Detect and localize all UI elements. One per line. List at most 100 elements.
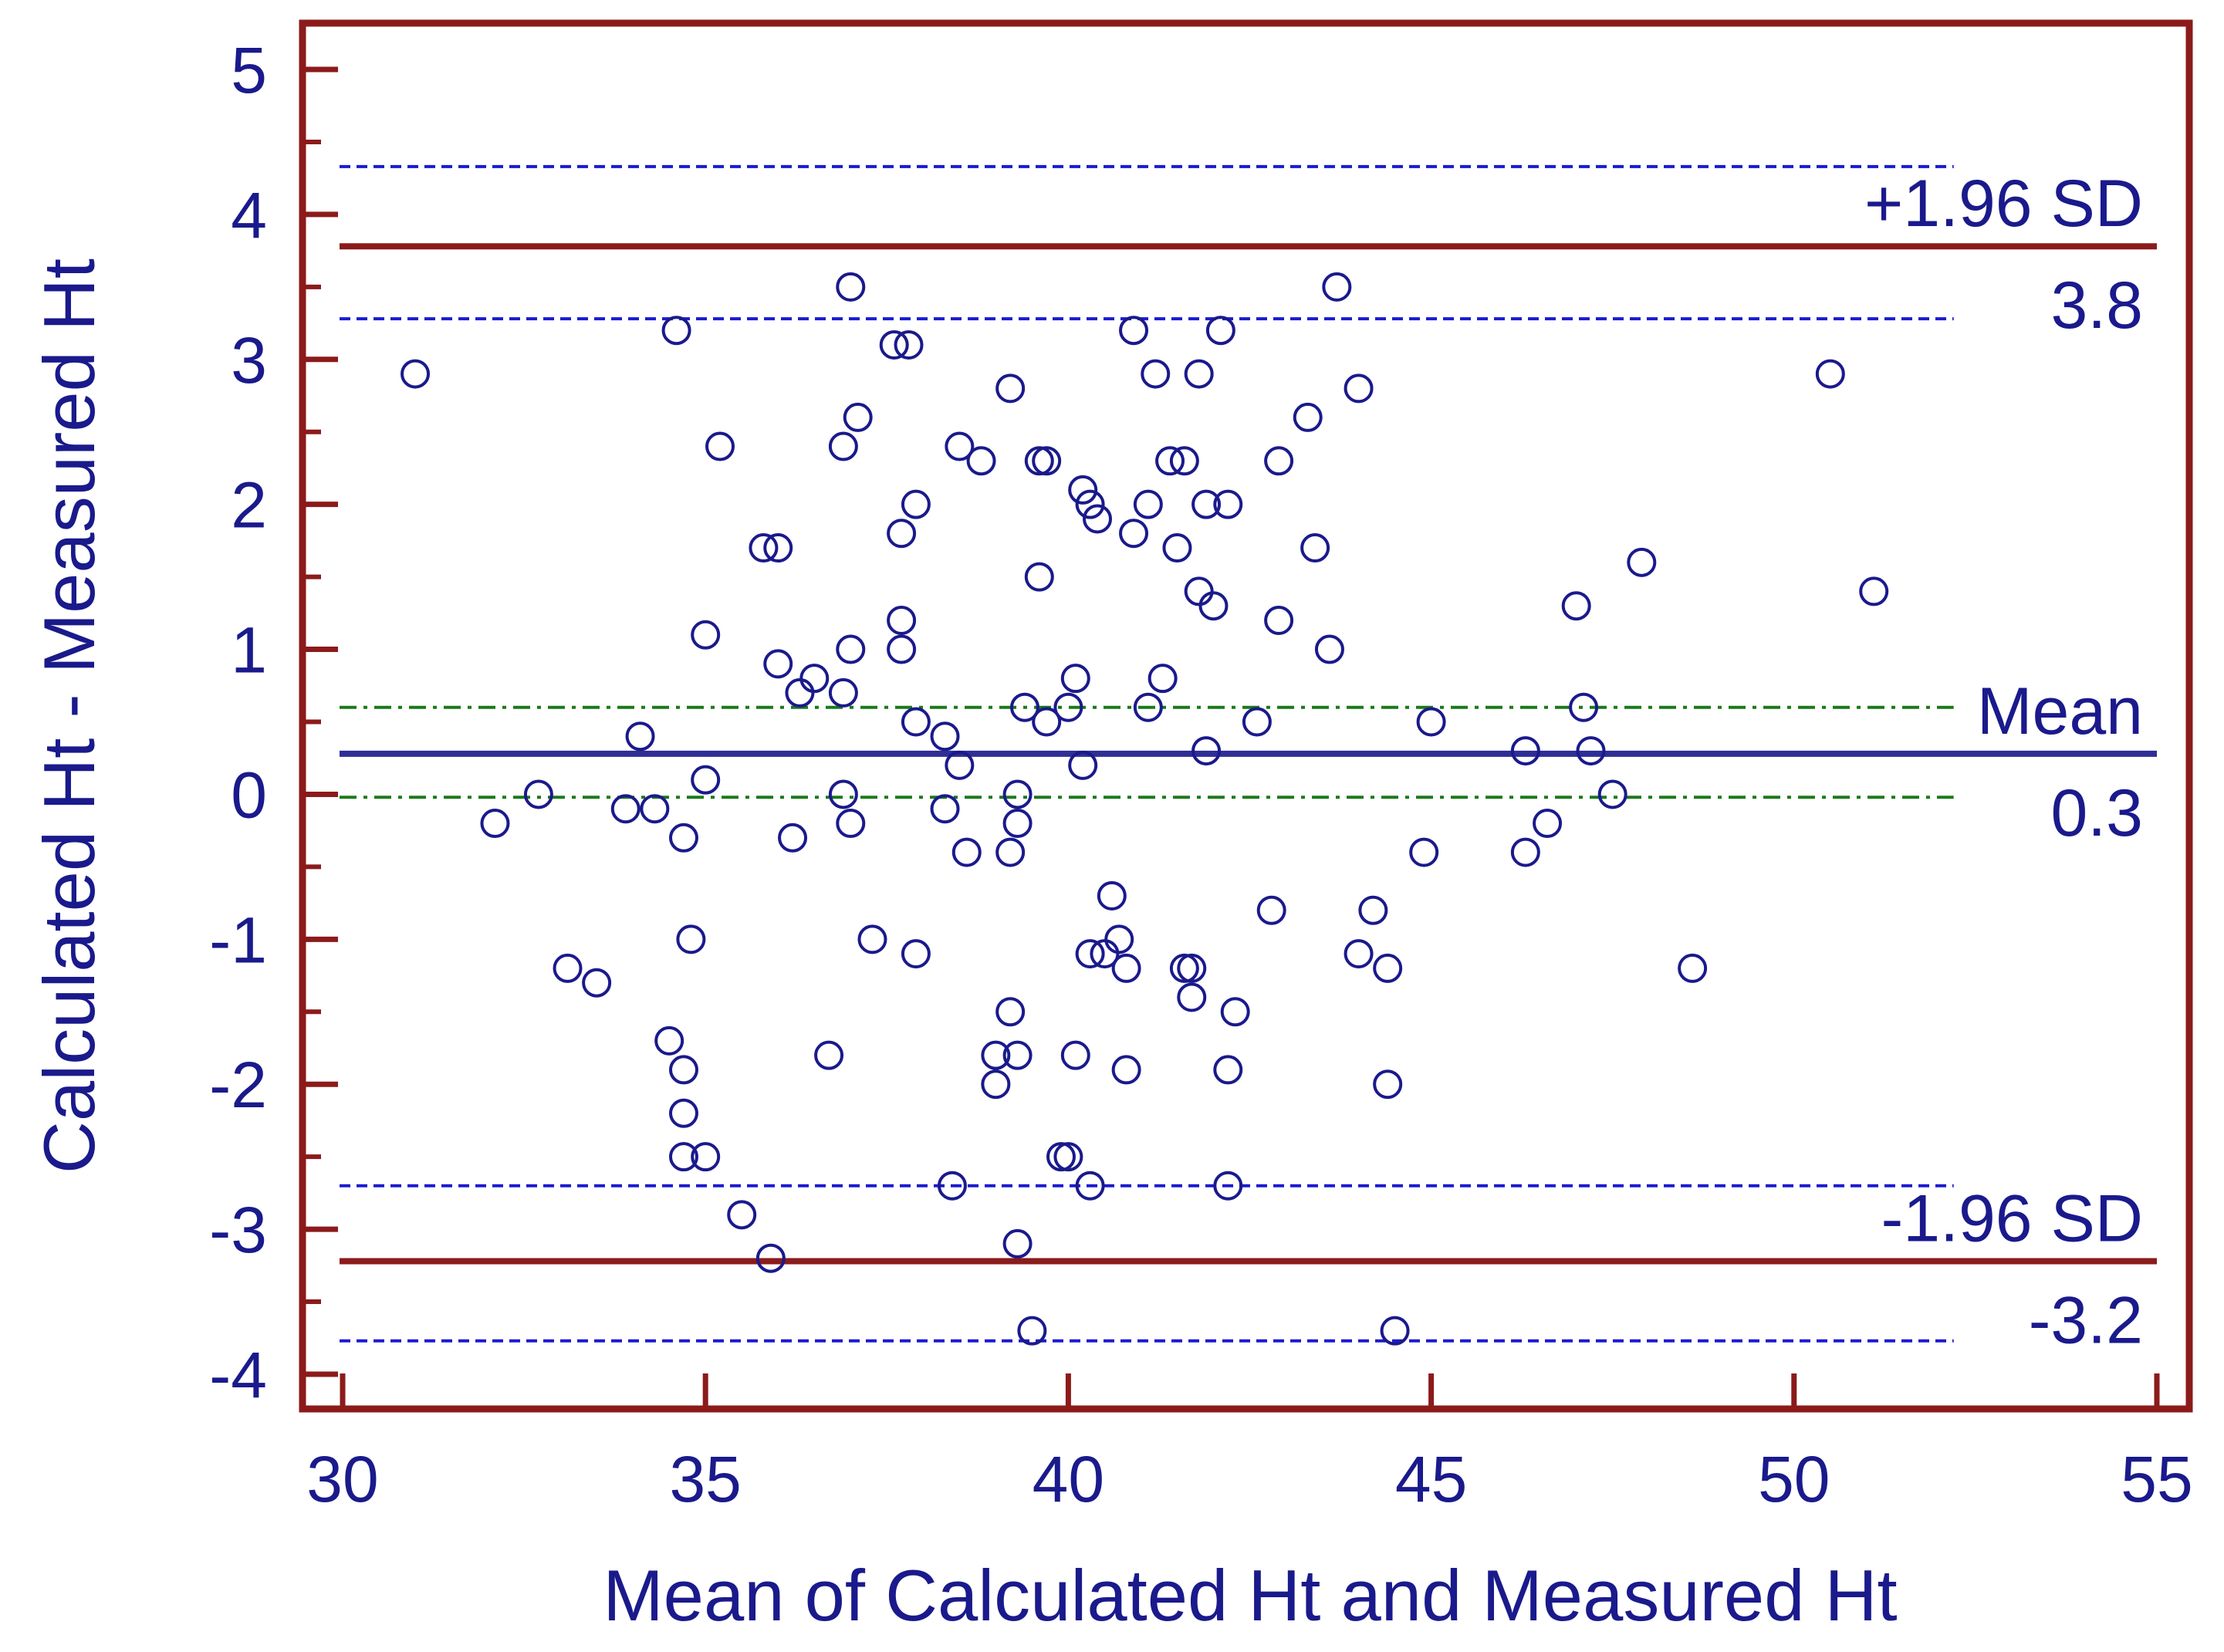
data-point xyxy=(836,634,866,664)
data-point xyxy=(1141,359,1171,389)
data-point xyxy=(887,519,917,549)
data-point xyxy=(1060,1040,1090,1070)
confidence-interval-lines xyxy=(340,164,1954,1343)
data-point xyxy=(1184,576,1214,606)
data-point xyxy=(1213,1171,1243,1201)
lower-loa-value: -3.2 xyxy=(2029,1283,2143,1357)
data-point xyxy=(995,837,1026,867)
data-point xyxy=(1075,489,1105,519)
data-point xyxy=(995,997,1026,1027)
data-point xyxy=(901,939,931,969)
data-point xyxy=(981,1069,1011,1100)
data-point xyxy=(1264,605,1294,635)
data-point xyxy=(1373,1069,1403,1100)
data-point xyxy=(887,634,917,664)
y-axis: 5 4 3 2 1 0 -1 -2 -3 -4 xyxy=(209,34,338,1411)
data-point xyxy=(1053,1142,1083,1172)
data-point xyxy=(995,373,1026,404)
data-point xyxy=(1815,359,1845,389)
data-point xyxy=(1177,953,1207,983)
data-point xyxy=(1191,489,1222,519)
data-point xyxy=(1075,939,1105,969)
data-point xyxy=(1017,1316,1047,1346)
upper-loa-label: +1.96 SD xyxy=(1864,167,2143,241)
data-point xyxy=(1002,1228,1033,1258)
data-point xyxy=(1024,562,1054,592)
data-point xyxy=(553,953,583,983)
x-tick-label: 30 xyxy=(306,1443,378,1515)
data-point xyxy=(843,402,873,432)
data-point xyxy=(582,968,612,998)
y-tick-label: -3 xyxy=(209,1194,267,1266)
data-point xyxy=(1119,316,1149,346)
data-point xyxy=(1111,953,1141,983)
data-point xyxy=(1597,779,1627,809)
x-tick-label: 45 xyxy=(1395,1443,1467,1515)
data-point xyxy=(1409,837,1439,867)
data-point xyxy=(401,359,431,389)
x-tick-label: 55 xyxy=(2121,1443,2192,1515)
data-point xyxy=(1060,664,1090,694)
data-point xyxy=(523,779,553,809)
data-point xyxy=(668,1098,698,1128)
data-point xyxy=(1053,692,1083,722)
data-point xyxy=(901,707,931,737)
data-point xyxy=(1569,692,1599,722)
y-tick-label: -4 xyxy=(209,1339,267,1411)
data-point xyxy=(640,794,670,824)
data-point xyxy=(1373,953,1403,983)
data-point xyxy=(668,823,698,853)
data-point xyxy=(966,446,996,476)
x-axis-title: Mean of Calculated Ht and Measured Ht xyxy=(603,1555,1897,1636)
data-point xyxy=(1191,736,1222,766)
data-point xyxy=(1169,953,1199,983)
data-point xyxy=(1344,373,1374,404)
y-tick-label: 0 xyxy=(231,758,267,831)
data-point xyxy=(1068,475,1098,505)
data-point xyxy=(668,1142,698,1172)
data-point xyxy=(1213,489,1243,519)
y-tick-label: 4 xyxy=(231,179,267,252)
y-tick-label: 5 xyxy=(231,34,267,106)
data-point xyxy=(951,837,982,867)
data-point xyxy=(1177,982,1207,1012)
data-points xyxy=(401,272,1889,1346)
data-point xyxy=(1097,880,1127,910)
data-point xyxy=(1293,402,1323,432)
data-point xyxy=(1046,1142,1076,1172)
data-point xyxy=(727,1200,757,1230)
data-point xyxy=(1510,837,1540,867)
x-tick-label: 40 xyxy=(1033,1443,1104,1515)
data-point xyxy=(1002,1040,1033,1070)
data-point xyxy=(836,809,866,839)
lower-loa-label: -1.96 SD xyxy=(1881,1181,2143,1255)
data-point xyxy=(755,1243,786,1273)
data-point xyxy=(654,1025,684,1056)
data-point xyxy=(1380,1316,1410,1346)
data-point xyxy=(1133,692,1163,722)
data-point xyxy=(705,431,735,461)
data-point xyxy=(814,1040,844,1070)
data-point xyxy=(1009,692,1039,722)
data-point xyxy=(1322,272,1352,302)
data-point xyxy=(1104,924,1134,954)
upper-loa-value: 3.8 xyxy=(2050,269,2143,343)
data-point xyxy=(480,809,510,839)
data-point xyxy=(610,794,640,824)
data-point xyxy=(1205,316,1235,346)
data-point xyxy=(1169,446,1199,476)
data-point xyxy=(676,924,706,954)
data-point xyxy=(1314,634,1344,664)
data-point xyxy=(763,649,793,679)
data-point xyxy=(1111,1055,1141,1085)
data-point xyxy=(1533,809,1563,839)
data-point xyxy=(937,1171,967,1201)
data-point xyxy=(691,620,721,650)
data-point xyxy=(981,1040,1011,1070)
data-point xyxy=(1133,489,1163,519)
data-point xyxy=(828,677,858,708)
data-point xyxy=(661,316,691,346)
reference-line-labels: +1.96 SD 3.8 Mean 0.3 -1.96 SD -3.2 xyxy=(1864,167,2143,1357)
data-point xyxy=(691,1142,721,1172)
